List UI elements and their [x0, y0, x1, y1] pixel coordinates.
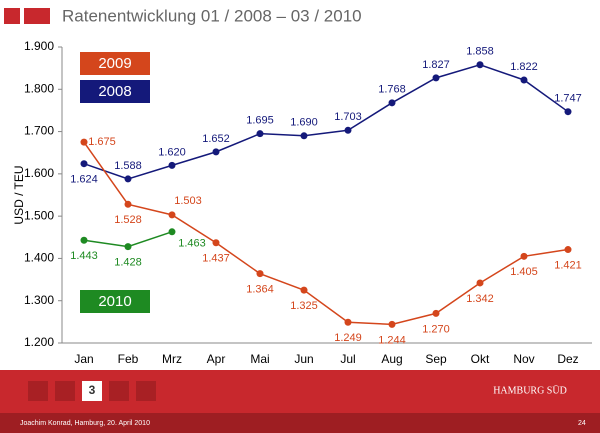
data-point — [124, 243, 132, 251]
series-line — [83, 141, 569, 326]
logo: HAMBURG SÜD — [493, 384, 567, 396]
footer-page: 24 — [578, 420, 586, 427]
header-square — [24, 8, 50, 24]
data-point — [80, 236, 88, 244]
x-tick-label: Jun — [294, 352, 313, 366]
data-label: 1.620 — [158, 146, 186, 158]
data-point — [432, 309, 440, 317]
data-label: 1.405 — [510, 266, 538, 278]
data-point — [432, 74, 440, 82]
data-label: 1.249 — [334, 332, 362, 344]
y-tick-label: 1.300 — [24, 293, 54, 307]
data-point — [300, 286, 308, 294]
legend-label: 2008 — [98, 83, 131, 100]
data-point — [476, 61, 484, 69]
data-label: 1.675 — [88, 136, 116, 148]
nav-square — [55, 381, 75, 401]
data-label: 1.822 — [510, 61, 538, 73]
x-tick-label: Aug — [381, 352, 402, 366]
data-point — [520, 252, 528, 260]
y-tick-label: 1.600 — [24, 166, 54, 180]
x-tick-label: Mrz — [162, 352, 182, 366]
x-tick-label: Dez — [557, 352, 578, 366]
data-label: 1.244 — [378, 334, 406, 346]
data-label: 1.421 — [554, 259, 582, 271]
data-label: 1.652 — [202, 133, 230, 145]
data-point — [300, 132, 308, 140]
x-tick-label: Nov — [513, 352, 534, 366]
data-label: 1.443 — [70, 250, 98, 262]
legend-box — [80, 52, 150, 75]
data-point — [344, 318, 352, 326]
y-tick-label: 1.500 — [24, 208, 54, 222]
nav-square — [28, 381, 48, 401]
y-tick-label: 1.400 — [24, 251, 54, 265]
data-label: 1.695 — [246, 115, 274, 127]
y-tick-label: 1.200 — [24, 335, 54, 349]
header-square — [4, 8, 20, 24]
x-tick-label: Apr — [207, 352, 226, 366]
data-point — [388, 320, 396, 328]
series-line — [83, 63, 569, 180]
y-axis-label: USD / TEU — [12, 165, 26, 224]
data-point — [256, 130, 264, 138]
footer-author: Joachim Konrad, Hamburg, 20. April 2010 — [20, 420, 150, 427]
data-label: 1.747 — [554, 93, 582, 105]
data-label: 1.342 — [466, 293, 494, 305]
x-tick-label: Mai — [250, 352, 269, 366]
data-point — [520, 76, 528, 84]
x-tick-label: Feb — [118, 352, 139, 366]
data-point — [168, 228, 176, 236]
data-label: 1.437 — [202, 253, 230, 265]
data-point — [256, 270, 264, 278]
data-label: 1.768 — [378, 84, 406, 96]
x-tick-label: Jul — [340, 352, 355, 366]
data-point — [212, 148, 220, 156]
data-label: 1.827 — [422, 59, 450, 71]
data-label: 1.503 — [174, 195, 202, 207]
data-point — [476, 279, 484, 287]
data-label: 1.588 — [114, 160, 142, 172]
nav-square-active — [82, 381, 102, 401]
y-tick-label: 1.800 — [24, 81, 54, 95]
nav-square — [109, 381, 129, 401]
x-tick-label: Sep — [425, 352, 447, 366]
x-tick-label: Jan — [74, 352, 93, 366]
y-tick-label: 1.700 — [24, 124, 54, 138]
data-point — [124, 175, 132, 183]
chart-title: Ratenentwicklung 01 / 2008 – 03 / 2010 — [62, 6, 362, 25]
data-label: 1.364 — [246, 284, 274, 296]
data-label: 1.270 — [422, 323, 450, 335]
slide-number: 3 — [89, 383, 96, 397]
legend-label: 2010 — [98, 293, 131, 310]
data-label: 1.858 — [466, 46, 494, 58]
data-label: 1.624 — [70, 174, 98, 186]
data-label: 1.428 — [114, 256, 142, 268]
data-point — [388, 99, 396, 107]
nav-square — [136, 381, 156, 401]
x-tick-label: Okt — [471, 352, 490, 366]
legend-label: 2009 — [98, 55, 131, 72]
data-point — [168, 161, 176, 169]
footer-bar — [0, 413, 600, 433]
data-point — [344, 126, 352, 134]
data-point — [564, 108, 572, 116]
data-point — [80, 138, 88, 146]
data-label: 1.528 — [114, 214, 142, 226]
data-point — [212, 239, 220, 247]
data-point — [80, 160, 88, 168]
data-point — [564, 246, 572, 254]
data-label: 1.325 — [290, 300, 318, 312]
data-point — [168, 211, 176, 219]
legend-box — [80, 290, 150, 313]
data-point — [124, 200, 132, 208]
data-label: 1.463 — [178, 238, 206, 250]
data-label: 1.703 — [334, 111, 362, 123]
legend-box — [80, 80, 150, 103]
y-tick-label: 1.900 — [24, 39, 54, 53]
data-label: 1.690 — [290, 117, 318, 129]
